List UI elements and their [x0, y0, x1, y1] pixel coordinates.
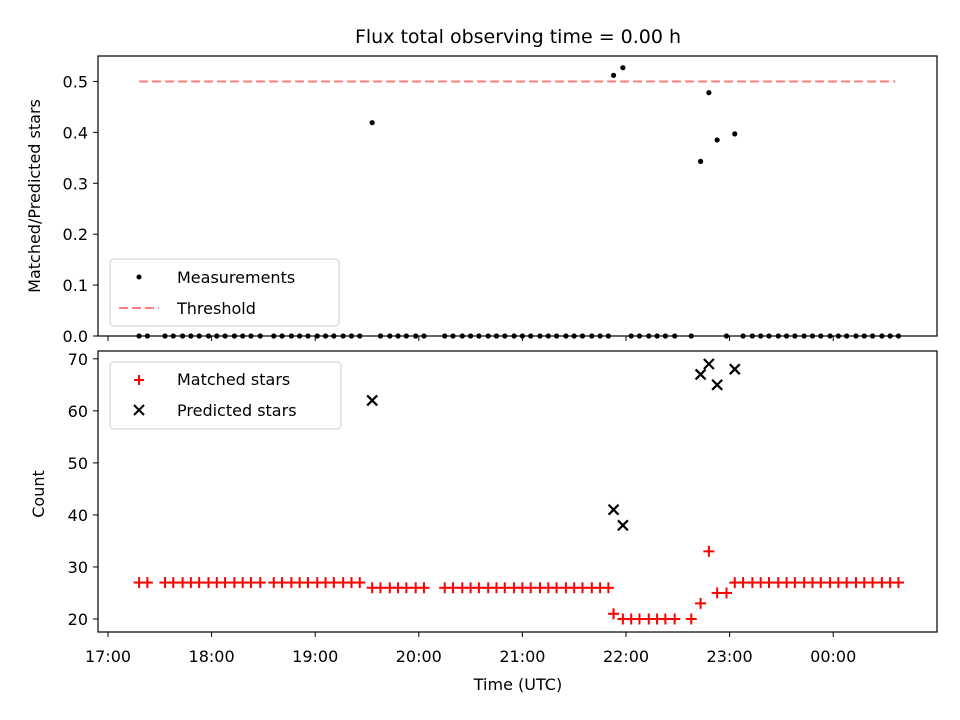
- x-tick-label-4: 21:00: [499, 647, 545, 666]
- count-y-tick-label-3: 50: [68, 454, 88, 473]
- matched-point-12: [245, 577, 257, 589]
- x-tick-label-1: 18:00: [189, 647, 235, 666]
- legend-predicted-label: Predicted stars: [177, 401, 297, 420]
- predicted-point-3: [694, 368, 707, 381]
- count-y-ticks: 20 30 40 50 60 70: [68, 350, 98, 629]
- predicted-point-4: [703, 358, 715, 370]
- predicted-point-5: [711, 379, 723, 391]
- matched-point-60: [685, 613, 697, 625]
- matched-point-64: [720, 587, 732, 599]
- matched-point-1: [141, 577, 153, 589]
- matched-point-58: [659, 613, 671, 625]
- count-legend: Matched stars Predicted stars: [109, 361, 342, 430]
- matched-point-55: [633, 613, 645, 625]
- legend-measurements-marker: [136, 274, 142, 280]
- count-y-tick-label-4: 60: [68, 402, 88, 421]
- matched-point-31: [418, 582, 430, 594]
- count-y-tick-label-2: 40: [68, 506, 88, 525]
- matched-point-62: [703, 545, 715, 557]
- ratio-y-ticks: 0.0 0.1 0.2 0.3 0.4 0.5: [63, 72, 98, 346]
- legend-threshold-label: Threshold: [176, 299, 256, 318]
- ratio-y-tick-label-3: 0.3: [63, 174, 88, 193]
- ratio-y-tick-label-2: 0.2: [63, 225, 88, 244]
- matched-point-52: [608, 608, 620, 620]
- matched-point-59: [669, 613, 681, 625]
- measurement-point-62: [706, 90, 712, 96]
- matched-point-72: [789, 577, 801, 589]
- ratio-y-tick-label-4: 0.4: [63, 123, 88, 142]
- matched-point-21: [328, 577, 340, 589]
- ratio-marks: [136, 65, 902, 339]
- chart-title: Flux total observing time = 0.00 h: [355, 26, 681, 48]
- matched-point-51: [602, 582, 614, 594]
- x-tick-label-7: 00:00: [810, 647, 856, 666]
- measurement-point-53: [620, 65, 626, 71]
- predicted-point-0: [366, 394, 378, 407]
- matched-point-42: [525, 582, 537, 594]
- matched-point-36: [473, 582, 485, 594]
- matched-point-61: [695, 597, 707, 609]
- matched-point-63: [711, 587, 723, 599]
- x-tick-label-3: 20:00: [396, 647, 442, 666]
- matched-point-6: [193, 577, 205, 589]
- count-marks: [133, 358, 904, 625]
- matched-point-66: [737, 577, 749, 589]
- legend-matched-label: Matched stars: [177, 370, 290, 389]
- ratio-legend: Measurements Threshold: [109, 258, 340, 327]
- legend-measurements-label: Measurements: [177, 268, 295, 287]
- matched-point-26: [374, 582, 386, 594]
- measurement-point-52: [610, 72, 617, 78]
- measurement-point-61: [697, 158, 704, 164]
- x-tick-label-0: 17:00: [85, 647, 131, 666]
- count-y-tick-label-5: 70: [68, 350, 88, 369]
- matched-point-13: [254, 577, 266, 589]
- predicted-point-2: [617, 519, 629, 532]
- ratio-y-axis-label: Matched/Predicted stars: [25, 99, 44, 293]
- matched-point-15: [276, 577, 288, 589]
- count-y-tick-label-1: 30: [68, 558, 88, 577]
- matched-point-39: [499, 582, 511, 594]
- count-legend-box: [109, 361, 342, 430]
- measurement-point-25: [369, 120, 375, 126]
- count-y-axis-label: Count: [29, 470, 48, 518]
- ratio-legend-box: [109, 258, 340, 327]
- ratio-y-tick-label-1: 0.1: [63, 276, 88, 295]
- measurement-point-65: [732, 131, 738, 137]
- x-tick-label-6: 23:00: [707, 647, 753, 666]
- matched-point-3: [167, 577, 179, 589]
- count-panel: 20 30 40 50 60 70 17:00 18:00 19:00 20:00 21:00 22…: [29, 350, 938, 694]
- predicted-point-6: [729, 363, 741, 375]
- x-axis-label: Time (UTC): [473, 675, 562, 694]
- ratio-y-tick-label-0: 0.0: [63, 327, 88, 346]
- count-axes-frame: [97, 350, 938, 633]
- matched-point-9: [219, 577, 231, 589]
- ratio-y-tick-label-5: 0.5: [63, 72, 88, 91]
- legend-predicted-marker: [133, 404, 145, 416]
- predicted-point-1: [607, 503, 620, 516]
- legend-matched-marker: [134, 375, 144, 385]
- count-x-ticks: 17:00 18:00 19:00 20:00 21:00 22:00 23:00 00:00: [85, 632, 856, 666]
- ratio-panel: 0.0 0.1 0.2 0.3 0.4 0.5 Matched/Predicted sta…: [25, 55, 938, 346]
- matched-point-18: [302, 577, 314, 589]
- matched-point-81: [867, 577, 879, 589]
- x-tick-label-5: 22:00: [603, 647, 649, 666]
- x-tick-label-2: 19:00: [292, 647, 338, 666]
- ratio-axes-frame: [97, 55, 938, 337]
- matched-point-78: [841, 577, 853, 589]
- matched-point-24: [354, 577, 366, 589]
- matched-point-48: [576, 582, 588, 594]
- matched-point-29: [400, 582, 412, 594]
- matched-point-84: [892, 577, 904, 589]
- matched-point-75: [815, 577, 827, 589]
- measurement-point-63: [714, 137, 720, 143]
- matched-point-45: [551, 582, 563, 594]
- matched-point-33: [447, 582, 459, 594]
- ratio-x-ticks: [107, 336, 834, 341]
- matched-point-69: [763, 577, 775, 589]
- count-y-tick-label-0: 20: [68, 610, 88, 629]
